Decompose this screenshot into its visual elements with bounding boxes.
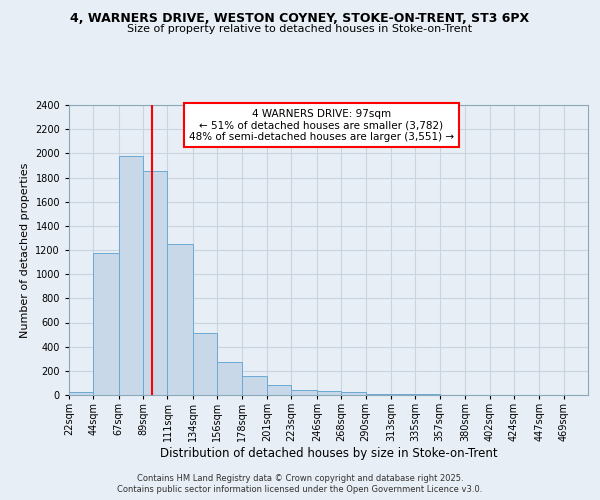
Bar [242, 376, 267, 395]
Text: Contains HM Land Registry data © Crown copyright and database right 2025.
Contai: Contains HM Land Registry data © Crown c… [118, 474, 482, 494]
Bar [415, 394, 440, 395]
Bar [292, 390, 317, 395]
Text: 4, WARNERS DRIVE, WESTON COYNEY, STOKE-ON-TRENT, ST3 6PX: 4, WARNERS DRIVE, WESTON COYNEY, STOKE-O… [70, 12, 530, 26]
X-axis label: Distribution of detached houses by size in Stoke-on-Trent: Distribution of detached houses by size … [160, 447, 497, 460]
Bar [391, 394, 415, 395]
Bar [365, 394, 391, 395]
Bar [317, 392, 341, 395]
Text: 4 WARNERS DRIVE: 97sqm
← 51% of detached houses are smaller (3,782)
48% of semi-: 4 WARNERS DRIVE: 97sqm ← 51% of detached… [189, 108, 454, 142]
Bar [119, 156, 143, 395]
Bar [69, 392, 94, 395]
Bar [94, 253, 119, 395]
Bar [143, 172, 167, 395]
Text: Size of property relative to detached houses in Stoke-on-Trent: Size of property relative to detached ho… [127, 24, 473, 34]
Bar [167, 244, 193, 395]
Bar [193, 334, 217, 395]
Bar [217, 362, 242, 395]
Y-axis label: Number of detached properties: Number of detached properties [20, 162, 29, 338]
Bar [341, 392, 365, 395]
Bar [267, 384, 292, 395]
